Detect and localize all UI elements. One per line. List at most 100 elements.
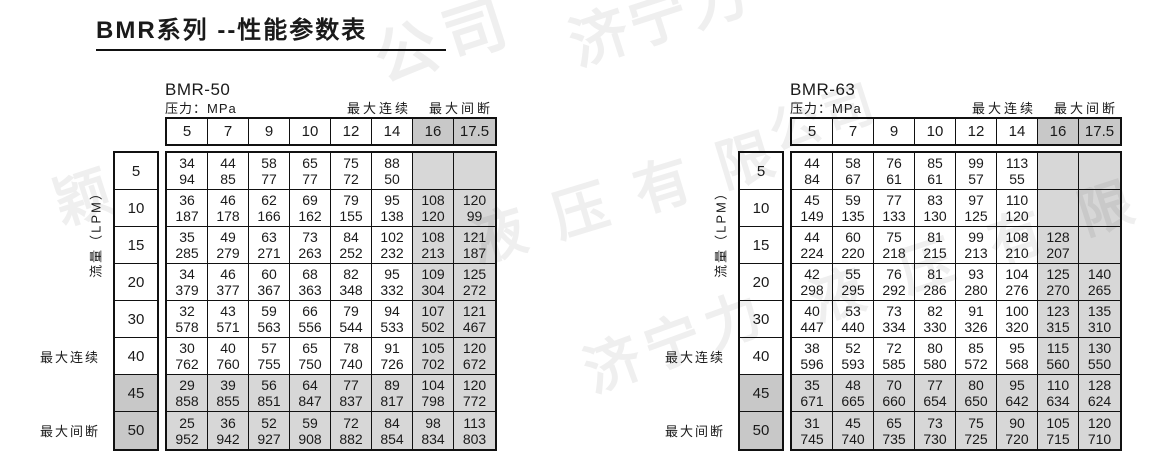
- table-cell: 128 207: [1038, 227, 1079, 264]
- table-cell: 95 642: [997, 375, 1038, 412]
- table-cell: 52 927: [249, 412, 290, 449]
- flow-label-cell: 50: [115, 412, 157, 449]
- table-cell: [1038, 153, 1079, 190]
- cell-torque-value: 105: [421, 340, 445, 356]
- table-cell: 130 550: [1079, 338, 1120, 375]
- cell-torque-value: 76: [886, 155, 902, 171]
- cell-speed-value: 379: [175, 282, 199, 298]
- cell-torque-value: 99: [968, 155, 984, 171]
- table-cell: 79 544: [331, 301, 372, 338]
- cell-torque-value: 60: [261, 266, 277, 282]
- flow-label-cell: 45: [740, 375, 782, 412]
- pressure-header-cell: 5: [167, 119, 208, 144]
- table-cell: 121 187: [454, 227, 495, 264]
- table-cell: 123 315: [1038, 301, 1079, 338]
- cell-torque-value: 80: [968, 377, 984, 393]
- cell-torque-value: 113: [463, 414, 486, 431]
- table-cell: 55 295: [833, 264, 874, 301]
- cell-torque-value: 73: [302, 229, 318, 245]
- table-cell: 91 726: [372, 338, 413, 375]
- cell-torque-value: 66: [302, 303, 318, 319]
- cell-speed-value: 634: [1046, 393, 1070, 409]
- flow-label-cell: 5: [740, 153, 782, 190]
- cell-torque-value: 115: [1046, 340, 1070, 356]
- cell-speed-value: 213: [421, 245, 445, 261]
- cell-torque-value: 59: [845, 192, 861, 208]
- cell-torque-value: 95: [384, 266, 400, 282]
- cell-torque-value: 108: [1005, 229, 1029, 245]
- cell-torque-value: 70: [886, 377, 902, 393]
- cell-speed-value: 133: [882, 208, 906, 224]
- cell-torque-value: 82: [343, 266, 359, 282]
- cell-speed-value: 750: [298, 356, 322, 372]
- flow-label-cell: 20: [740, 264, 782, 301]
- pressure-header-cell: 10: [915, 119, 956, 144]
- cell-torque-value: 81: [927, 229, 943, 245]
- cell-torque-value: 44: [804, 155, 820, 171]
- table-cell: 63 271: [249, 227, 290, 264]
- table-cell: 125 272: [454, 264, 495, 301]
- cell-torque-value: 75: [886, 229, 902, 245]
- table-cell: 84 252: [331, 227, 372, 264]
- cell-torque-value: 120: [462, 340, 487, 356]
- pressure-header-cell: 16: [413, 119, 454, 144]
- cell-speed-value: 720: [1005, 430, 1029, 447]
- flow-label-cell: 40: [740, 338, 782, 375]
- cell-torque-value: 58: [261, 155, 277, 171]
- max-continuous-column-label: 最大连续: [346, 101, 411, 116]
- table-cell: 25 952: [167, 412, 208, 449]
- cell-torque-value: 52: [845, 340, 861, 356]
- cell-speed-value: 952: [175, 430, 199, 447]
- table-cell: 113 803: [454, 412, 495, 449]
- cell-torque-value: 91: [384, 340, 400, 356]
- table-cell: 77 837: [331, 375, 372, 412]
- cell-speed-value: 125: [964, 208, 988, 224]
- cell-speed-value: 740: [339, 356, 363, 372]
- cell-speed-value: 55: [1009, 171, 1025, 187]
- flow-axis-label: 流量（LPM）: [88, 185, 104, 278]
- table-cell: 44 84: [792, 153, 833, 190]
- cell-torque-value: 130: [1087, 340, 1112, 356]
- cell-torque-value: 44: [804, 229, 820, 245]
- cell-torque-value: 75: [343, 155, 359, 171]
- cell-speed-value: 94: [179, 171, 195, 187]
- table-cell: [413, 153, 454, 190]
- cell-speed-value: 772: [462, 393, 487, 409]
- table-cell: 90 720: [997, 412, 1038, 449]
- cell-speed-value: 178: [216, 208, 240, 224]
- data-grid: 44 84 58 67 76 61 85 61 99 57 113 55 45 149 59 135 77 133…: [790, 151, 1122, 451]
- cell-speed-value: 650: [964, 393, 988, 409]
- performance-table-bmr-50: BMR-50 压力：MPa 最大连续 最大间断 5 7 9 10 12 14 16 17.5 5 10 15…: [0, 0, 532, 473]
- cell-torque-value: 65: [886, 414, 902, 431]
- table-cell: 59 563: [249, 301, 290, 338]
- table-cell: 32 578: [167, 301, 208, 338]
- table-cell: 48 665: [833, 375, 874, 412]
- cell-speed-value: 715: [1046, 430, 1070, 447]
- cell-torque-value: 93: [968, 266, 984, 282]
- max-intermittent-row-label: 最大间断: [39, 424, 100, 439]
- table-cell: 84 854: [372, 412, 413, 449]
- cell-torque-value: 91: [968, 303, 984, 319]
- max-intermittent-column-label: 最大间断: [428, 101, 493, 116]
- cell-speed-value: 292: [882, 282, 906, 298]
- pressure-header-cell: 9: [874, 119, 915, 144]
- table-cell: 76 61: [874, 153, 915, 190]
- cell-speed-value: 725: [964, 430, 988, 447]
- cell-speed-value: 502: [421, 319, 445, 335]
- cell-speed-value: 263: [298, 245, 322, 261]
- cell-torque-value: 29: [179, 377, 195, 393]
- cell-torque-value: 72: [343, 414, 359, 431]
- cell-speed-value: 642: [1005, 393, 1029, 409]
- table-cell: 73 334: [874, 301, 915, 338]
- pressure-header-cell: 9: [249, 119, 290, 144]
- cell-torque-value: 95: [1009, 377, 1025, 393]
- cell-speed-value: 440: [841, 319, 865, 335]
- cell-speed-value: 593: [841, 356, 865, 372]
- table-cell: 35 285: [167, 227, 208, 264]
- table-cell: 42 298: [792, 264, 833, 301]
- max-intermittent-row-label: 最大间断: [664, 424, 725, 439]
- cell-speed-value: 556: [298, 319, 322, 335]
- table-cell: 82 348: [331, 264, 372, 301]
- cell-speed-value: 149: [800, 208, 824, 224]
